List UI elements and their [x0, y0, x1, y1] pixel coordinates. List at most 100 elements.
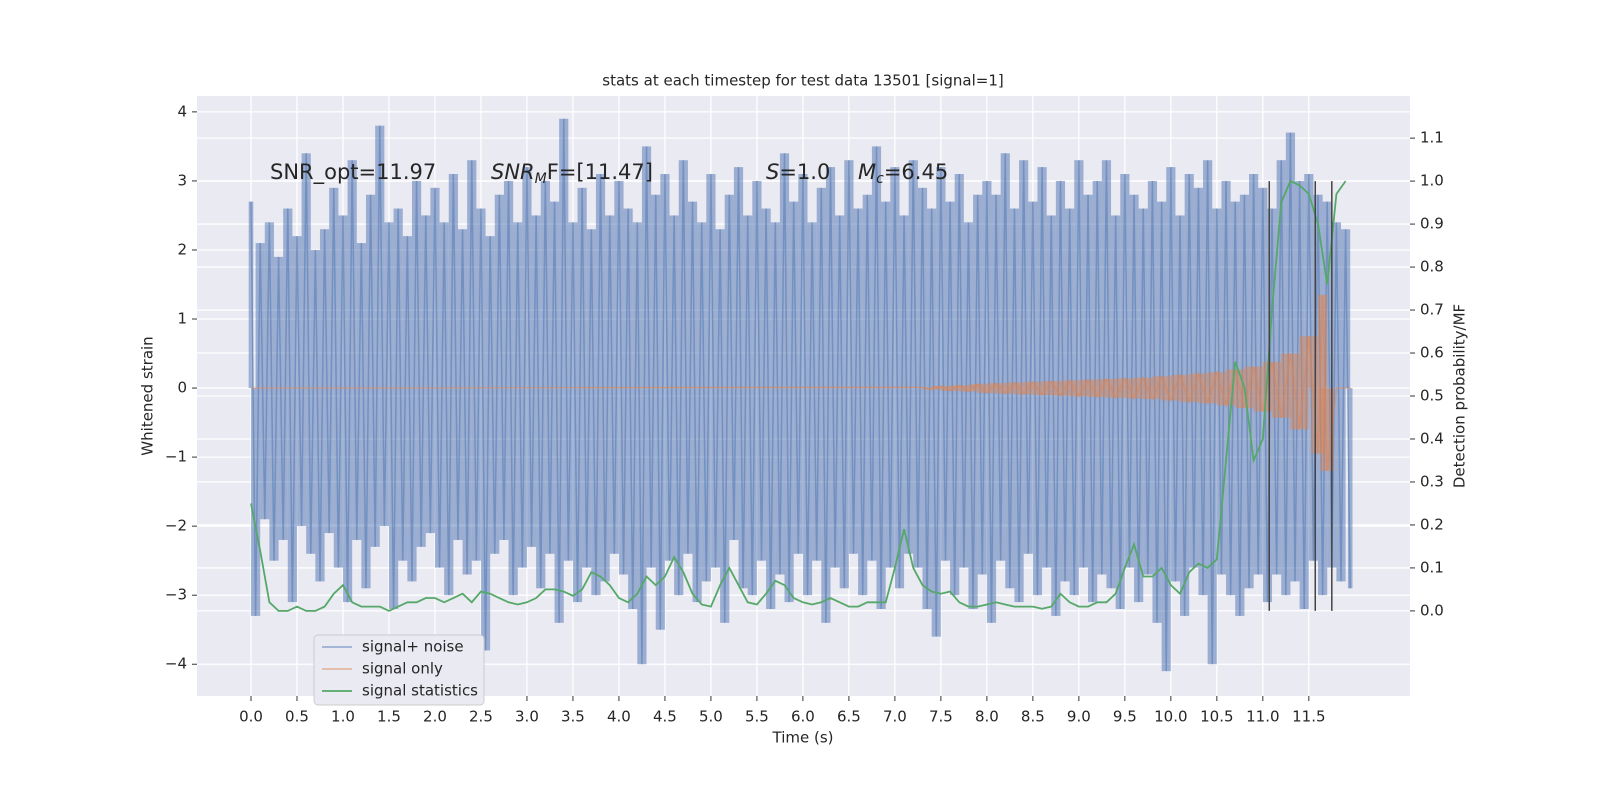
spike — [770, 222, 780, 389]
spike — [1023, 388, 1033, 554]
spike — [315, 388, 325, 582]
spike — [1295, 180, 1305, 389]
spike — [1124, 388, 1144, 399]
spike — [871, 146, 882, 389]
y2-tick-label: 0.7 — [1420, 301, 1444, 319]
y2-tick-label: 0.2 — [1420, 515, 1444, 533]
spike — [632, 222, 642, 389]
spike — [1313, 194, 1323, 389]
spike — [963, 222, 974, 389]
spike — [798, 174, 808, 389]
spike — [338, 215, 348, 389]
spike — [683, 388, 693, 554]
spike — [1143, 388, 1162, 400]
spike — [430, 187, 440, 389]
spike — [977, 388, 997, 393]
y-tick-label: −1 — [165, 448, 187, 466]
spike — [816, 187, 826, 389]
spike — [1147, 180, 1158, 389]
spike — [444, 388, 454, 596]
spike — [1290, 388, 1309, 430]
y-tick-label: 2 — [177, 240, 187, 258]
spike — [568, 222, 578, 389]
spike — [922, 388, 932, 610]
spike — [1198, 388, 1217, 404]
spike — [954, 174, 964, 389]
spike — [1203, 160, 1213, 389]
spike — [398, 388, 408, 561]
spike — [936, 167, 946, 389]
spike — [706, 174, 716, 389]
spike — [1115, 388, 1125, 610]
spike — [623, 208, 633, 389]
spike — [839, 388, 849, 589]
annotation: S=1.0 — [766, 160, 830, 184]
spike — [802, 388, 813, 596]
spike — [536, 388, 546, 589]
spike — [812, 388, 822, 561]
spike — [577, 187, 587, 389]
spike — [421, 215, 431, 389]
spike — [448, 174, 458, 389]
y2-tick-label: 0.3 — [1420, 472, 1444, 490]
spike — [738, 388, 748, 589]
spike — [664, 388, 675, 561]
spike — [1212, 208, 1222, 389]
axes: 0.0 0.5 1.0 1.5 2.0 2.5 3.0 3.5 4.0 4.5 5.0 5.5 6.0 6… — [165, 102, 1444, 725]
spike — [1304, 174, 1314, 389]
spike — [991, 194, 1001, 389]
spike — [1124, 388, 1135, 568]
spike — [835, 215, 845, 389]
annotation: SNRMF=[11.47] — [491, 160, 653, 187]
spike — [1019, 160, 1029, 389]
y-tick-label: −4 — [165, 655, 187, 673]
spike — [986, 383, 1006, 389]
x-axis-label: Time (s) — [772, 729, 834, 747]
spike — [1239, 194, 1250, 389]
spike — [1060, 380, 1079, 389]
spike — [881, 201, 891, 389]
spike — [1189, 373, 1208, 389]
spike — [1207, 388, 1217, 665]
x-tick-label: 9.0 — [1067, 708, 1091, 726]
x-tick-label: 8.0 — [975, 708, 999, 726]
spike — [996, 388, 1006, 561]
spike — [807, 222, 817, 389]
spike — [848, 388, 859, 554]
spike — [655, 388, 665, 630]
spike — [370, 388, 380, 547]
spike — [310, 249, 320, 389]
annotation-part: M — [535, 171, 547, 187]
spike — [600, 388, 610, 582]
spike — [278, 388, 288, 540]
spike — [1028, 201, 1038, 389]
spike — [784, 388, 794, 603]
spike — [733, 167, 744, 389]
spike — [1078, 388, 1089, 568]
spike — [1318, 294, 1328, 389]
spike — [490, 388, 500, 554]
spike — [1032, 388, 1043, 596]
spike — [1042, 388, 1052, 568]
spike — [1106, 388, 1125, 398]
spike — [586, 229, 596, 389]
spike — [720, 388, 730, 623]
spike — [453, 388, 463, 540]
spike — [793, 388, 803, 554]
spike — [434, 388, 445, 568]
spike — [1347, 388, 1353, 589]
spike — [844, 160, 854, 389]
spike — [1221, 180, 1231, 389]
spike — [821, 388, 831, 623]
spike — [862, 194, 872, 389]
x-tick-label: 10.0 — [1154, 708, 1187, 726]
annotation-part: S — [766, 160, 779, 184]
spike — [1235, 388, 1245, 616]
spike — [352, 388, 362, 540]
x-tick-label: 7.0 — [883, 708, 907, 726]
spike — [1308, 388, 1319, 561]
spike — [467, 160, 477, 389]
y-axis-label: Whitened strain — [139, 336, 157, 455]
spike — [485, 236, 495, 389]
spike — [609, 388, 619, 554]
